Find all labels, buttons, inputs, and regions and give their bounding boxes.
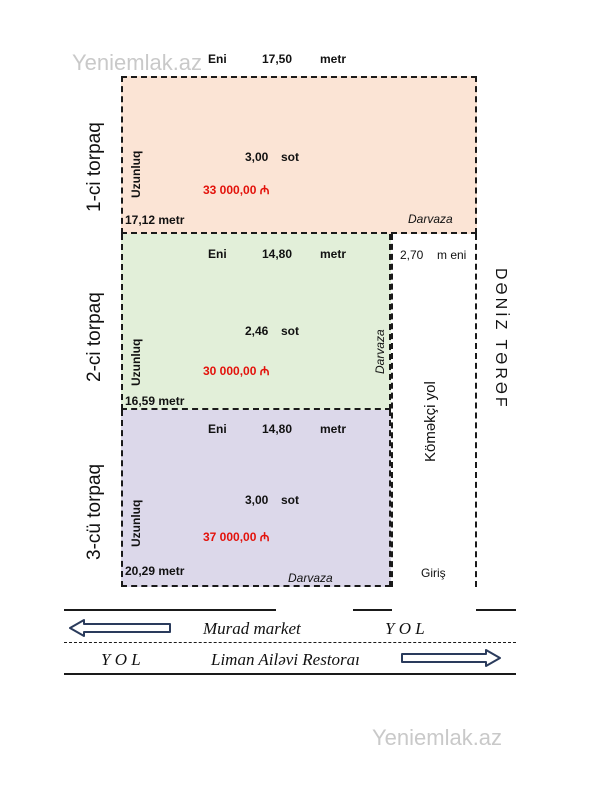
- plot-1-width-label: Eni: [208, 52, 227, 66]
- arrow-right-icon: [401, 649, 501, 667]
- plot-3-price: 37 000,00 ₼: [203, 530, 270, 544]
- plot-2-length-value: 16,59 metr: [125, 394, 185, 408]
- plot-1-area-value: 3,00: [245, 150, 269, 164]
- road-upper-right-text: Y O L: [385, 619, 425, 638]
- plot-1-length-value: 17,12 metr: [125, 213, 185, 227]
- sea-side-label: DƏNİZ TƏRƏF: [492, 268, 509, 410]
- road-lower-right-text: Liman Ailəvi Restoraı: [211, 650, 360, 669]
- plot-3-area-unit: sot: [281, 493, 299, 507]
- plot-1-width-unit: metr: [320, 52, 347, 66]
- plot-2-width-label: Eni: [208, 247, 227, 261]
- road-lower-line: [64, 673, 516, 675]
- plot-2-length-label: Uzunluq: [129, 338, 143, 386]
- plot-3-width-value: 14,80: [262, 422, 293, 436]
- road-center-line: [64, 642, 516, 643]
- plot-1-title: 1-ci torpaq: [84, 122, 105, 212]
- side-road-name: Kömәkçi yol: [422, 381, 439, 462]
- plot-1: [121, 76, 477, 234]
- plot-3-width-unit: metr: [320, 422, 347, 436]
- road-upper-line-left: [64, 609, 276, 611]
- plot-1-length-label: Uzunluq: [129, 150, 143, 198]
- road-upper-line-right: [476, 609, 516, 611]
- plot-3-length-value: 20,29 metr: [125, 564, 185, 578]
- plot-1-area-unit: sot: [281, 150, 299, 164]
- plot-2: [121, 234, 391, 410]
- plot-3: [121, 410, 391, 587]
- watermark-bottom: Yeniemlak.az: [372, 725, 503, 750]
- plot-2-width-value: 14,80: [262, 247, 293, 261]
- plot-2-area-unit: sot: [281, 324, 299, 338]
- plot-2-price: 30 000,00 ₼: [203, 364, 270, 378]
- plot-3-title: 3-cü torpaq: [84, 463, 105, 560]
- plot-2-area-value: 2,46: [245, 324, 269, 338]
- plot-1-width-value: 17,50: [262, 52, 293, 66]
- plot-3-length-label: Uzunluq: [129, 499, 143, 547]
- plot-2-gate: Darvaza: [373, 329, 387, 374]
- road-lower-left-text: Y O L: [101, 650, 141, 669]
- arrow-left-icon: [69, 619, 171, 637]
- plot-1-gate: Darvaza: [408, 212, 453, 226]
- plot-1-price: 33 000,00 ₼: [203, 183, 270, 197]
- watermark-top: Yeniemlak.az: [72, 50, 203, 75]
- side-road-width-unit: m eni: [437, 248, 467, 262]
- road-upper-left-text: Murad market: [203, 619, 301, 638]
- side-road-width-value: 2,70: [400, 248, 424, 262]
- side-road-right-border: [475, 234, 477, 587]
- plot-3-area-value: 3,00: [245, 493, 269, 507]
- plot-2-title: 2-ci torpaq: [84, 292, 105, 382]
- plot-2-width-unit: metr: [320, 247, 347, 261]
- plot-3-width-label: Eni: [208, 422, 227, 436]
- road-upper-line-middle: [353, 609, 392, 611]
- plot-3-gate: Darvaza: [288, 571, 333, 585]
- side-road-entrance: Giriş: [421, 566, 446, 580]
- side-road-left-border: [391, 234, 393, 587]
